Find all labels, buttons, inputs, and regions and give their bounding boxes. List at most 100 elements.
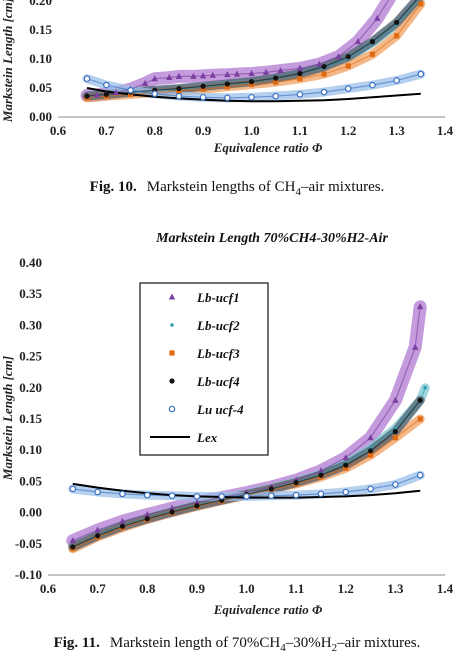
ucf3-data-point	[417, 416, 423, 422]
ucf3-data-point	[224, 84, 230, 90]
ucf1-data-point	[144, 510, 151, 517]
lu-data-point	[320, 88, 328, 96]
x-tick-label: 1.3	[389, 123, 406, 138]
ucf3-data-point	[297, 76, 303, 82]
x-tick-label: 0.7	[90, 581, 107, 596]
lu-data-point	[369, 81, 376, 89]
lu-data-point	[151, 90, 159, 98]
x-tick-label: 1.2	[338, 581, 354, 596]
ucf3-data-point	[273, 79, 279, 85]
ucf4-data-point	[345, 54, 351, 60]
lu-data-point	[268, 492, 275, 500]
ucf2-data-point	[423, 386, 427, 390]
y-tick-label: -0.10	[15, 567, 42, 582]
figure-11: Markstein Length 70%CH4-30%H2-Air 0.6 0.7…	[0, 231, 454, 654]
ucf1-data-point	[209, 71, 216, 78]
ucf1-data-point	[199, 72, 207, 79]
ucf1-data-point	[335, 53, 342, 60]
legend-label-ucf4: Lb-ucf4	[196, 374, 240, 389]
ucf4-data-point	[176, 85, 182, 92]
y-tick-label: 0.15	[19, 411, 42, 426]
ucf1-data-point	[317, 467, 325, 474]
y-tick-label: 0.30	[19, 317, 42, 332]
y-tick-label: 0.40	[19, 255, 42, 270]
lu-data-point	[342, 488, 350, 496]
lu-data-point	[393, 77, 400, 84]
ucf4-data-point	[119, 523, 126, 529]
ucf1-data-point	[248, 70, 255, 76]
x-tick-label: 1.3	[387, 581, 404, 596]
ucf1-data-point	[412, 343, 419, 350]
ucf3-data-point	[394, 33, 400, 39]
legend-marker-ucf1	[168, 293, 176, 300]
ucf1-data-point	[112, 89, 120, 96]
ucf4-data-point	[95, 533, 101, 539]
legend-marker-ucf4	[169, 378, 175, 384]
lu-data-point	[317, 490, 325, 498]
lu-data-point	[94, 488, 101, 496]
lu-data-point	[193, 493, 201, 500]
lu-data-point	[143, 491, 151, 499]
y-tick-label: 0.35	[19, 286, 42, 301]
ucf4-data-point	[297, 70, 303, 77]
y-tick-label: 0.00	[29, 109, 52, 124]
legend-marker-ucf3	[169, 350, 175, 356]
lu-data-point	[168, 492, 176, 500]
y-tick-label: 0.20	[29, 0, 52, 8]
ucf3-data-point	[418, 1, 424, 7]
legend-label-ucf2: Lb-ucf2	[196, 318, 240, 333]
ucf1-data-point	[342, 454, 349, 461]
legend-label-ucf1: Lb-ucf1	[196, 290, 240, 305]
ucf4-data-point	[392, 428, 398, 435]
ucf3-data-point	[343, 465, 349, 471]
legend-marker-lu	[168, 405, 176, 413]
ucf4-data-point	[248, 79, 255, 85]
ucf1-data-point	[374, 14, 381, 21]
lu-data-point	[417, 70, 425, 78]
figure-11-caption: Fig. 11. Markstein length of 70%CH4–30%H…	[54, 634, 421, 653]
ucf1-data-point	[151, 75, 158, 82]
ucf1-data-point	[224, 71, 231, 78]
x-tick-label: 1.1	[288, 581, 304, 596]
figure-10-x-tick-labels: 0.6 0.7 0.8 0.9 1.0 1.1 1.2 1.3 1.4	[50, 123, 454, 138]
ucf1-data-point	[416, 303, 424, 310]
lu-data-point	[248, 93, 255, 101]
ucf1-data-point	[277, 67, 284, 74]
figure-11-legend: Lb-ucf1 Lb-ucf2 Lb-ucf3 Lb-ucf4 Lu ucf-4 Lex	[139, 282, 269, 456]
y-tick-label: 0.20	[19, 380, 42, 395]
ucf4-data-point	[293, 480, 299, 486]
figure-10-caption: Fig. 10. Markstein lengths of CH4–air mi…	[90, 178, 385, 198]
ucf4-data-point	[224, 81, 230, 87]
lu-data-point	[344, 85, 352, 92]
lu-data-point	[392, 481, 399, 488]
ucf4-data-point	[321, 63, 327, 70]
lu-data-point	[272, 92, 279, 100]
x-tick-label: 1.2	[340, 123, 356, 138]
lu-data-point	[218, 493, 225, 500]
x-tick-label: 0.7	[98, 123, 115, 138]
lu-data-point	[416, 471, 424, 479]
lu-data-point	[83, 75, 91, 83]
ucf1-fit-line	[72, 306, 421, 542]
ucf4-data-point	[144, 516, 150, 522]
figure-10-y-tick-labels: 0.00 0.05 0.10 0.15 0.20	[29, 0, 52, 124]
ucf1-data-point	[367, 434, 374, 441]
ucf1-data-point	[296, 64, 304, 71]
ucf1-data-point	[316, 60, 323, 67]
legend-label-ucf3: Lb-ucf3	[196, 346, 240, 361]
x-tick-label: 1.4	[437, 581, 454, 596]
figure-10-points	[83, 1, 425, 102]
ucf1-data-point	[354, 38, 362, 45]
ucf4-data-point	[394, 19, 400, 26]
x-tick-label: 1.1	[292, 123, 308, 138]
ucf4-data-point	[200, 83, 206, 89]
ucf4-data-point	[84, 93, 90, 99]
legend-label-lex: Lex	[196, 430, 218, 445]
ucf1-data-point	[262, 68, 270, 75]
x-tick-label: 0.9	[189, 581, 206, 596]
ucf4-data-point	[70, 544, 76, 550]
lu-data-point	[243, 493, 250, 500]
lex-line	[86, 87, 421, 103]
figure-10: 0.6 0.7 0.8 0.9 1.0 1.1 1.2 1.3 1.4 0.00 0.05 0.10…	[0, 0, 454, 198]
